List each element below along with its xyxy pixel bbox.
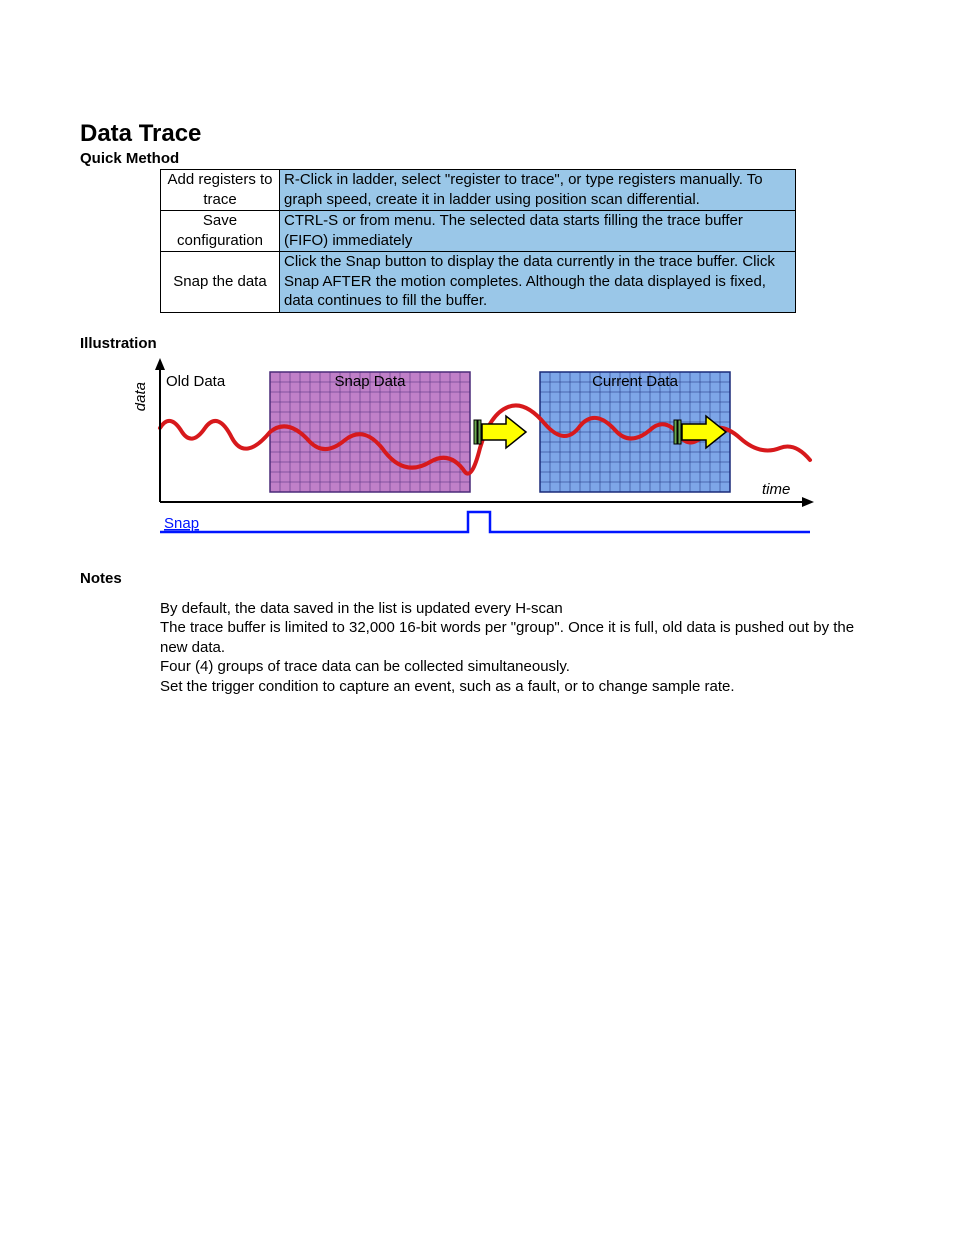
illustration-heading: Illustration <box>80 335 874 352</box>
notes-section: Notes By default, the data saved in the … <box>80 570 874 697</box>
snap-data-label: Snap Data <box>335 373 407 390</box>
notes-body: By default, the data saved in the list i… <box>160 599 874 697</box>
notes-line: Four (4) groups of trace data can be col… <box>160 657 874 677</box>
snap-pulse-line <box>160 512 810 532</box>
table-row: Add registers to trace R-Click in ladder… <box>161 170 796 211</box>
illustration-section: Illustration data time Old Data Snap Data Cu… <box>80 335 874 552</box>
row-desc: R-Click in ladder, select "register to t… <box>280 170 796 211</box>
table-row: Snap the data Click the Snap button to d… <box>161 252 796 313</box>
row-label: Save configuration <box>161 211 280 252</box>
snap-line-label: Snap <box>164 515 199 532</box>
quick-method-section: Quick Method Add registers to trace R-Cl… <box>80 150 874 313</box>
current-data-label: Current Data <box>592 373 679 390</box>
table-row: Save configuration CTRL-S or from menu. … <box>161 211 796 252</box>
y-axis-label: data <box>135 382 149 411</box>
row-desc: CTRL-S or from menu. The selected data s… <box>280 211 796 252</box>
quick-method-table: Add registers to trace R-Click in ladder… <box>160 169 796 313</box>
notes-line: Set the trigger condition to capture an … <box>160 677 874 697</box>
notes-line: By default, the data saved in the list i… <box>160 599 874 619</box>
illustration-chart: data time Old Data Snap Data Current Data Sna… <box>135 352 815 552</box>
row-label: Snap the data <box>161 252 280 313</box>
page-title: Data Trace <box>80 120 874 148</box>
quick-method-heading: Quick Method <box>80 150 874 167</box>
notes-heading: Notes <box>80 570 874 587</box>
row-label: Add registers to trace <box>161 170 280 211</box>
row-desc: Click the Snap button to display the dat… <box>280 252 796 313</box>
notes-line: The trace buffer is limited to 32,000 16… <box>160 618 874 657</box>
x-axis-label: time <box>762 481 790 498</box>
old-data-label: Old Data <box>166 373 226 390</box>
